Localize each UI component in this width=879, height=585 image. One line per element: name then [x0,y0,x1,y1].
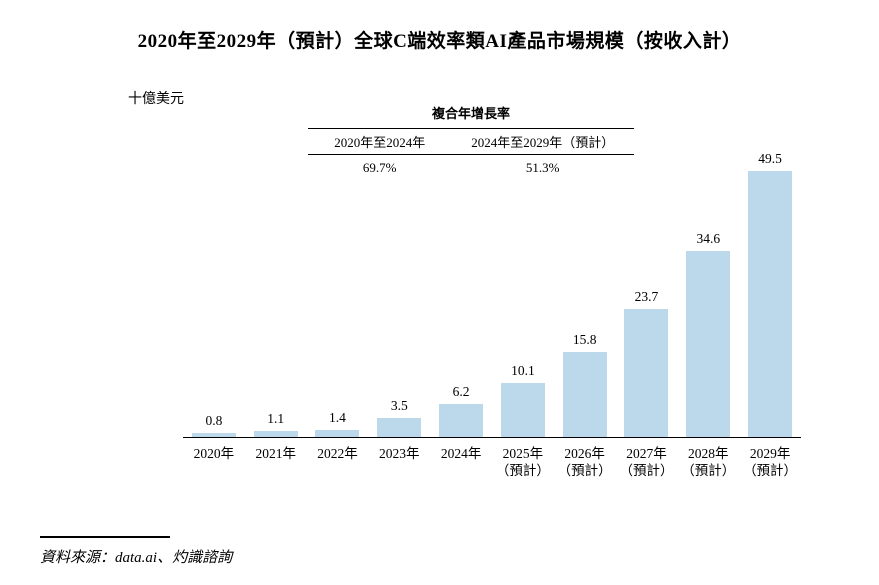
y-axis-unit-label: 十億美元 [128,92,184,107]
bar-chart-plot-area: 0.8 1.1 1.4 3.5 6.2 10.1 15.8 23.7 34.6 49.5 [183,150,801,438]
bar [500,382,545,437]
bar-value-label: 6.2 [452,383,470,399]
bar [748,170,793,437]
bar [686,250,731,437]
bar-group: 1.4 [307,409,369,437]
bar-group: 10.1 [492,363,554,437]
x-axis-tick-label: 2027年 （預計） [619,446,674,478]
x-axis-tick-label: 2020年 [193,446,235,461]
source-note: 資料來源：data.ai、灼識諮詢 [40,550,233,566]
bar [377,418,422,437]
bar-chart: 0.8 1.1 1.4 3.5 6.2 10.1 15.8 23.7 34.6 49.5 2020… [183,150,801,479]
cagr-period-row: 2020年至2024年 2024年至2029年（預計） [308,128,634,155]
bar-group: 6.2 [430,384,492,437]
x-axis-tick-label: 2025年 （預計） [495,446,550,478]
bar-value-label: 0.8 [205,412,223,428]
bar-group: 1.1 [245,411,307,437]
cagr-table-title: 複合年增長率 [431,106,510,121]
x-axis-tick-label: 2021年 [255,446,296,461]
cagr-value-2024-2029: 51.3% [525,160,560,175]
chart-title: 2020年至2029年（預計）全球C端效率類AI產品市場規模（按收入計） [137,31,742,52]
bar-group: 3.5 [368,398,430,437]
x-axis-tick-label: 2024年 [440,446,482,461]
x-axis-tick-label: 2026年 （預計） [557,446,612,478]
bar-value-label: 10.1 [511,362,535,378]
bar-group: 23.7 [616,289,678,437]
bar-group: 34.6 [677,231,739,437]
cagr-period-2024-2029: 2024年至2029年（預計） [471,135,615,150]
bar [624,309,669,437]
x-axis-tick-label: 2023年 [379,446,420,461]
x-axis-tick-label: 2022年 [317,446,358,461]
cagr-value-row: 69.7% 51.3% [308,155,634,176]
cagr-table: 複合年增長率 2020年至2024年 2024年至2029年（預計） 69.7%… [308,103,634,176]
bar-group: 15.8 [554,332,616,437]
bar-value-label: 3.5 [390,398,408,414]
x-axis-tick-label: 2028年 （預計） [681,446,736,478]
bar-group: 49.5 [739,150,801,437]
cagr-value-2020-2024: 69.7% [362,160,397,175]
x-axis-tick-label: 2029年 （預計） [743,446,798,478]
bar-group: 0.8 [183,413,245,437]
bar [562,351,607,437]
cagr-period-2020-2024: 2020年至2024年 [334,135,426,150]
x-axis-tick-labels: 2020年 2021年 2022年 2023年 2024年 2025年 （預計） 2026年（… [183,445,801,479]
source-divider-line [40,536,170,538]
bar [191,432,236,437]
bar [315,429,360,437]
bar-value-label: 1.4 [329,409,346,425]
bar-value-label: 34.6 [696,230,721,246]
bar-value-label: 1.1 [267,411,285,427]
bar-value-label: 15.8 [572,331,597,347]
bar-value-label: 49.5 [758,150,782,166]
bar [253,431,298,437]
bar [439,403,484,437]
bar-value-label: 23.7 [634,289,659,305]
